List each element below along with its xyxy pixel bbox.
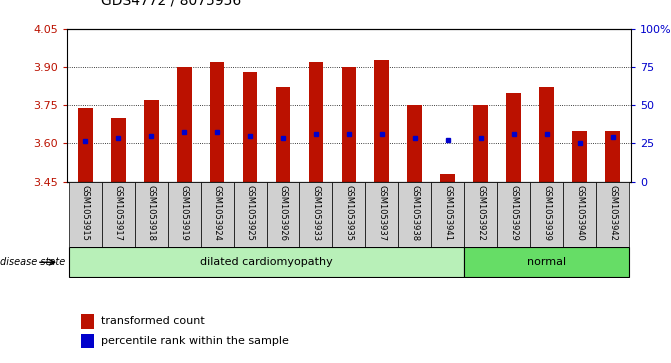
Text: GSM1053925: GSM1053925 <box>246 185 254 241</box>
Bar <box>135 182 168 247</box>
Bar <box>473 105 488 182</box>
Text: GSM1053941: GSM1053941 <box>444 185 452 241</box>
Bar <box>176 67 191 182</box>
Bar <box>497 182 530 247</box>
Text: GSM1053935: GSM1053935 <box>344 185 354 241</box>
Bar <box>366 182 399 247</box>
Bar <box>276 87 291 182</box>
Bar <box>68 248 464 277</box>
Text: disease state: disease state <box>0 257 65 267</box>
Text: GSM1053918: GSM1053918 <box>147 185 156 241</box>
Bar <box>596 182 629 247</box>
Text: dilated cardiomyopathy: dilated cardiomyopathy <box>200 257 333 267</box>
Bar <box>464 182 497 247</box>
Text: GSM1053926: GSM1053926 <box>278 185 287 241</box>
Bar <box>201 182 234 247</box>
Bar <box>563 182 596 247</box>
Bar <box>374 60 389 182</box>
Text: GSM1053933: GSM1053933 <box>311 185 321 241</box>
Bar <box>168 182 201 247</box>
Bar <box>342 67 356 182</box>
Text: GDS4772 / 8075956: GDS4772 / 8075956 <box>101 0 241 7</box>
Bar <box>234 182 266 247</box>
Bar <box>605 131 620 182</box>
Text: GSM1053924: GSM1053924 <box>213 185 221 241</box>
Bar <box>299 182 332 247</box>
Bar <box>332 182 366 247</box>
Bar <box>111 118 125 182</box>
Bar <box>102 182 135 247</box>
Text: GSM1053940: GSM1053940 <box>575 185 584 241</box>
Text: percentile rank within the sample: percentile rank within the sample <box>101 336 289 346</box>
Text: GSM1053942: GSM1053942 <box>608 185 617 241</box>
Bar <box>68 182 102 247</box>
Bar <box>309 62 323 182</box>
Bar <box>530 182 563 247</box>
Text: GSM1053915: GSM1053915 <box>81 185 90 241</box>
Text: GSM1053922: GSM1053922 <box>476 185 485 241</box>
Bar <box>507 93 521 182</box>
Bar <box>431 182 464 247</box>
Bar <box>464 248 629 277</box>
Bar <box>266 182 299 247</box>
Bar <box>78 108 93 182</box>
Text: normal: normal <box>527 257 566 267</box>
Text: GSM1053937: GSM1053937 <box>377 185 386 241</box>
Bar <box>144 100 158 182</box>
Bar <box>209 62 225 182</box>
Bar <box>440 174 455 182</box>
Bar <box>81 314 94 329</box>
Text: GSM1053917: GSM1053917 <box>113 185 123 241</box>
Text: transformed count: transformed count <box>101 316 205 326</box>
Text: GSM1053938: GSM1053938 <box>411 185 419 241</box>
Bar <box>572 131 587 182</box>
Bar <box>407 105 422 182</box>
Bar <box>243 72 258 182</box>
Text: GSM1053939: GSM1053939 <box>542 185 551 241</box>
Text: GSM1053919: GSM1053919 <box>180 185 189 241</box>
Bar <box>539 87 554 182</box>
Text: GSM1053929: GSM1053929 <box>509 185 518 241</box>
Bar <box>399 182 431 247</box>
Bar <box>81 334 94 348</box>
